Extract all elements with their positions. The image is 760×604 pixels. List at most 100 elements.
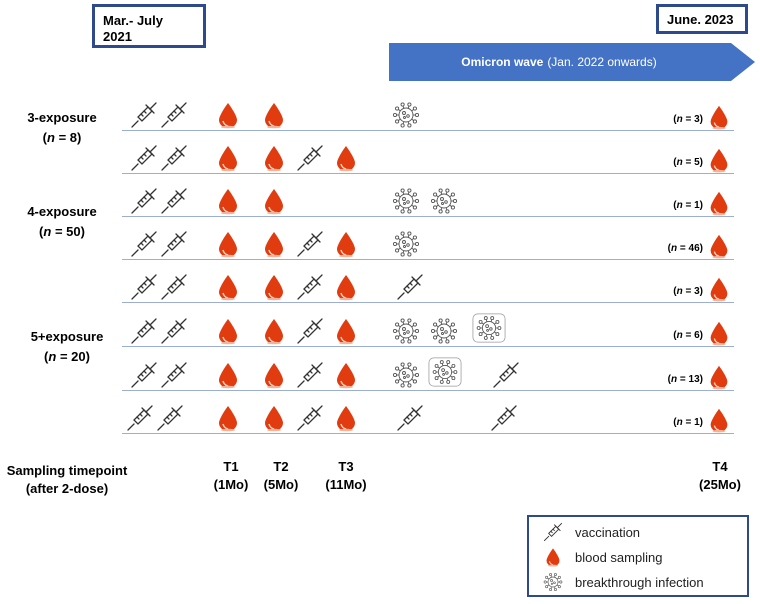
timepoint-sub: (1Mo)	[213, 477, 249, 492]
legend-label: vaccination	[575, 524, 641, 540]
syringe-icon	[130, 101, 158, 129]
blood-drop-icon	[214, 101, 242, 129]
row-divider	[122, 259, 734, 260]
row-divider	[122, 390, 734, 391]
virus-icon	[430, 317, 458, 345]
blood-drop-icon	[214, 361, 242, 389]
period-start-line1: Mar.- July	[103, 13, 163, 28]
group-n-symbol: n	[43, 224, 52, 239]
virus-icon-bracketed	[472, 311, 506, 345]
blood-drop-icon	[332, 144, 360, 172]
blood-drop-icon	[214, 230, 242, 258]
syringe-icon	[490, 404, 518, 432]
virus-icon	[392, 317, 420, 345]
blood-drop-icon	[260, 361, 288, 389]
blood-drop-icon	[260, 144, 288, 172]
row-n-count: (n = 3)	[673, 286, 703, 297]
syringe-icon	[160, 101, 188, 129]
row-n-count: (n = 13)	[667, 374, 703, 385]
legend-item-vaccination: vaccination	[543, 521, 640, 543]
row-n-count: (n = 5)	[673, 157, 703, 168]
group-n-value: = 50	[51, 224, 81, 239]
legend-label: blood sampling	[575, 549, 663, 565]
syringe-icon	[396, 404, 424, 432]
timepoint-sub: (11Mo)	[325, 477, 367, 492]
timepoint-t3: T3 (11Mo)	[318, 458, 374, 494]
virus-icon	[392, 101, 420, 129]
virus-icon	[392, 187, 420, 215]
syringe-icon	[160, 144, 188, 172]
syringe-icon	[160, 317, 188, 345]
virus-icon-bracketed	[428, 355, 462, 389]
row-n-count: (n = 1)	[673, 417, 703, 428]
row-n-count: (n = 46)	[667, 243, 703, 254]
blood-drop-icon	[706, 233, 732, 259]
sampling-timepoint-label: Sampling timepoint (after 2-dose)	[0, 462, 134, 498]
blood-drop-icon	[214, 317, 242, 345]
blood-drop-icon	[332, 361, 360, 389]
virus-icon	[543, 572, 563, 592]
syringe-icon	[130, 273, 158, 301]
group-n-value: = 20	[56, 349, 86, 364]
syringe-icon	[130, 144, 158, 172]
virus-icon	[430, 187, 458, 215]
virus-icon	[392, 230, 420, 258]
syringe-icon	[160, 361, 188, 389]
group-label-4-exposure: 4-exposure (n = 50)	[12, 202, 112, 242]
group-n: (n = 50)	[39, 224, 85, 239]
blood-drop-icon	[543, 547, 563, 567]
blood-drop-icon	[214, 404, 242, 432]
group-n-value: = 8	[54, 130, 77, 145]
blood-drop-icon	[706, 407, 732, 433]
blood-drop-icon	[260, 230, 288, 258]
row-divider	[122, 173, 734, 174]
group-name: 3-exposure	[27, 110, 97, 125]
row-divider	[122, 130, 734, 131]
row-divider	[122, 346, 734, 347]
sampling-line1: Sampling timepoint	[6, 463, 128, 478]
syringe-icon	[396, 273, 424, 301]
legend-label: breakthrough infection	[575, 574, 704, 590]
row-n-count: (n = 6)	[673, 330, 703, 341]
blood-drop-icon	[332, 230, 360, 258]
group-n: (n = 8)	[42, 130, 82, 145]
group-name: 4-exposure	[27, 204, 97, 219]
timepoint-t4: T4 (25Mo)	[692, 458, 748, 494]
group-n: (n = 20)	[44, 349, 90, 364]
blood-drop-icon	[706, 190, 732, 216]
legend: vaccination blood sampling breakthrough …	[527, 515, 749, 597]
timepoint-label: T1	[223, 459, 239, 474]
syringe-icon	[160, 273, 188, 301]
blood-drop-icon	[706, 104, 732, 130]
timepoint-label: T2	[273, 459, 289, 474]
blood-drop-icon	[214, 273, 242, 301]
syringe-icon	[492, 361, 520, 389]
timepoint-label: T4	[712, 459, 728, 474]
blood-drop-icon	[706, 320, 732, 346]
row-n-count: (n = 1)	[673, 200, 703, 211]
syringe-icon	[130, 230, 158, 258]
period-start-box: Mar.- July 2021	[92, 4, 206, 48]
blood-drop-icon	[332, 404, 360, 432]
omicron-arrow	[389, 43, 755, 81]
group-name: 5+exposure	[30, 329, 104, 344]
group-n-symbol: n	[47, 130, 55, 145]
legend-item-breakthrough-infection: breakthrough infection	[543, 571, 704, 593]
syringe-icon	[156, 404, 184, 432]
group-n-symbol: n	[48, 349, 57, 364]
group-label-3-exposure: 3-exposure (n = 8)	[12, 108, 112, 148]
syringe-icon	[296, 317, 324, 345]
blood-drop-icon	[706, 364, 732, 390]
blood-drop-icon	[332, 273, 360, 301]
syringe-icon	[296, 273, 324, 301]
omicron-label-rest: (Jan. 2022 onwards)	[547, 55, 657, 69]
timepoint-sub: (5Mo)	[263, 477, 299, 492]
timepoint-sub: (25Mo)	[699, 477, 741, 492]
period-start-line2: 2021	[103, 29, 132, 44]
timepoint-t1: T1 (1Mo)	[206, 458, 256, 494]
sampling-line2: (after 2-dose)	[25, 481, 109, 496]
virus-icon	[392, 361, 420, 389]
syringe-icon	[130, 187, 158, 215]
syringe-icon	[296, 361, 324, 389]
row-divider	[122, 216, 734, 217]
